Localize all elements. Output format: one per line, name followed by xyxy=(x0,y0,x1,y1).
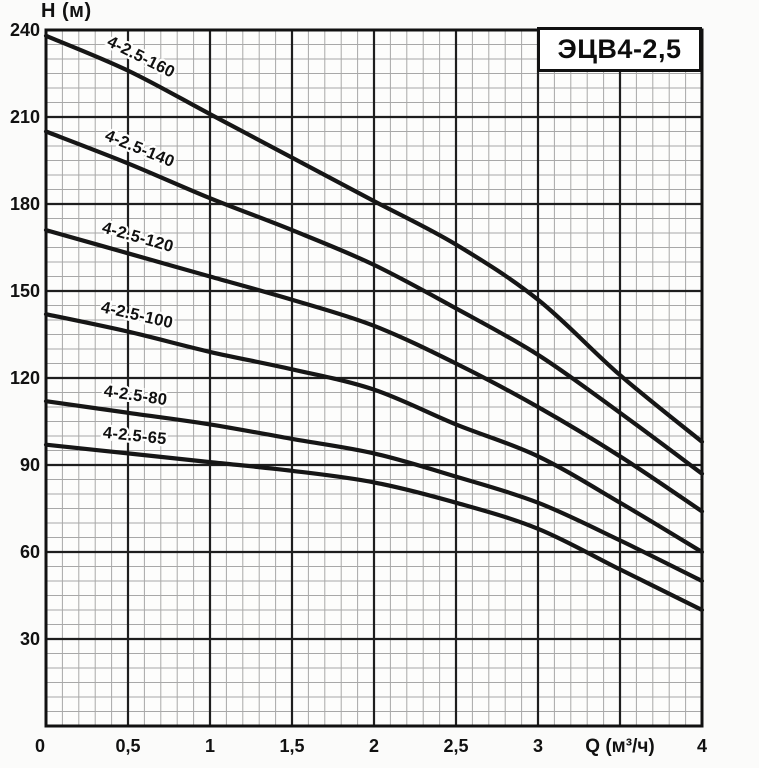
pump-curve-4-2.5-80 xyxy=(43,399,705,584)
chart-title-box: ЭЦВ4-2,5 xyxy=(537,27,702,72)
y-tick-label: 60 xyxy=(20,542,40,562)
x-tick-label: 0 xyxy=(35,736,45,756)
y-tick-label: 90 xyxy=(20,455,40,475)
pump-curve-4-2.5-100 xyxy=(43,312,705,555)
y-tick-label: 210 xyxy=(10,107,40,127)
x-tick-label: 2 xyxy=(369,736,379,756)
chart-title: ЭЦВ4-2,5 xyxy=(557,34,682,64)
x-tick-label: 2,5 xyxy=(443,736,468,756)
pump-curve-4-2.5-140 xyxy=(43,129,705,476)
x-tick-label: 4 xyxy=(697,736,707,756)
y-axis-title: H (м) xyxy=(41,0,92,22)
x-axis-title: Q (м³/ч) xyxy=(585,736,654,757)
y-tick-label: 120 xyxy=(10,368,40,388)
y-tick-label: 150 xyxy=(10,281,40,301)
y-tick-label: 180 xyxy=(10,194,40,214)
x-tick-label: 1,5 xyxy=(279,736,304,756)
y-tick-label: 30 xyxy=(20,629,40,649)
pump-curve-4-2.5-120 xyxy=(43,228,705,514)
pump-curve-4-2.5-160 xyxy=(43,33,705,444)
x-tick-label: 1 xyxy=(205,736,215,756)
x-tick-label: 3 xyxy=(533,736,543,756)
axis-ticks: 240 210 180 150 120 90 60 30 0 0,5 1 1,5 2 2,5 3 4 Q (м³… xyxy=(10,20,707,757)
curves xyxy=(43,33,705,613)
x-tick-label: 0,5 xyxy=(115,736,140,756)
y-tick-label: 240 xyxy=(10,20,40,40)
plot-border xyxy=(44,28,704,728)
pump-curve-4-2.5-65 xyxy=(43,442,705,613)
